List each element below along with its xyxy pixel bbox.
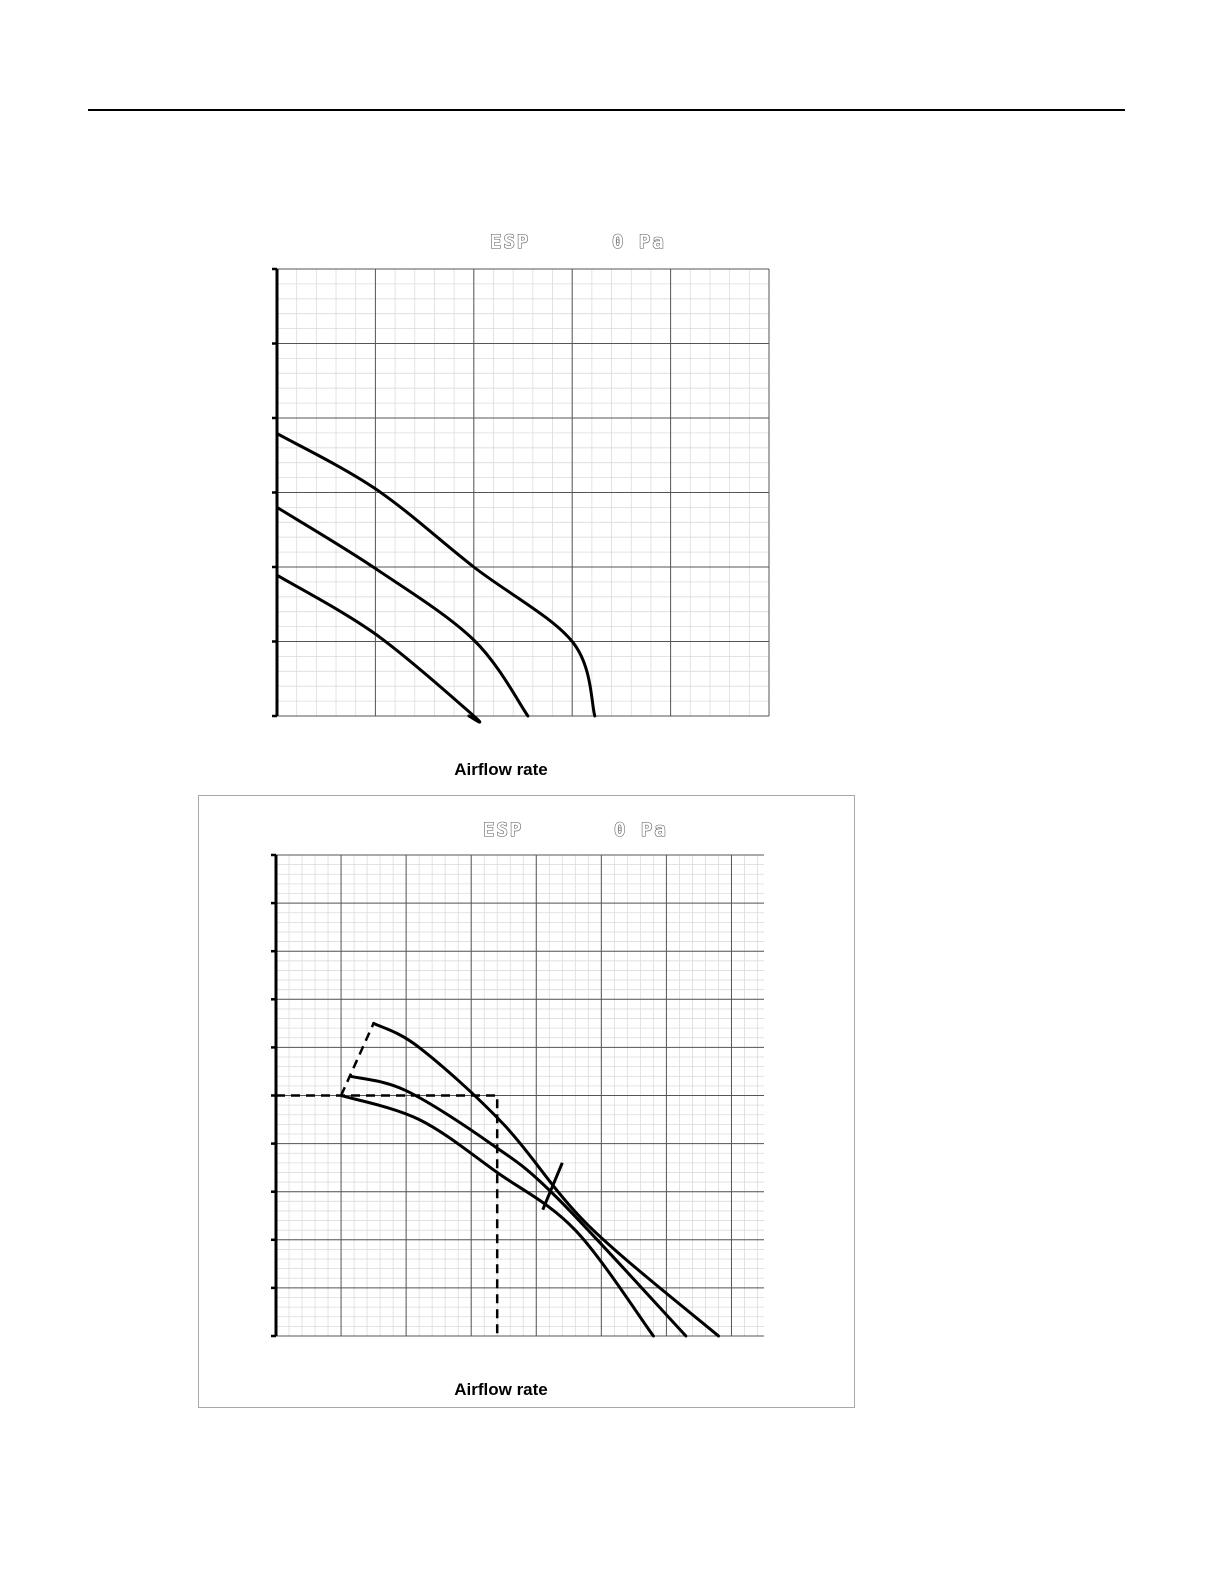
reference-line bbox=[276, 1094, 499, 1336]
chart-2-esp-value: 0 Pa bbox=[614, 819, 668, 841]
series-line-2 bbox=[275, 505, 530, 718]
chart-2-esp-label: ESP bbox=[483, 819, 523, 841]
chart-1-esp-label: ESP bbox=[490, 231, 530, 253]
chart-2-plot bbox=[271, 853, 764, 1338]
chart-1-plot bbox=[272, 267, 770, 724]
chart-1-esp-value: 0 Pa bbox=[612, 231, 666, 253]
reference-line bbox=[339, 1022, 375, 1097]
series-line-1 bbox=[372, 1021, 720, 1338]
chart-2-frame bbox=[198, 795, 855, 1408]
curve-marker bbox=[541, 1162, 564, 1211]
header-rule bbox=[88, 109, 1125, 111]
series-line-1 bbox=[275, 432, 597, 718]
series-line-3 bbox=[339, 1094, 655, 1338]
series-line-3 bbox=[275, 573, 482, 724]
series-line-2 bbox=[349, 1074, 688, 1338]
chart-1-x-axis-label: Airflow rate bbox=[454, 760, 548, 779]
chart-2-x-axis-label: Airflow rate bbox=[454, 1380, 548, 1399]
